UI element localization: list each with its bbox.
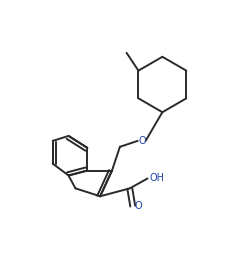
Text: O: O [135, 201, 142, 211]
Text: OH: OH [150, 174, 164, 183]
Text: O: O [139, 136, 146, 146]
